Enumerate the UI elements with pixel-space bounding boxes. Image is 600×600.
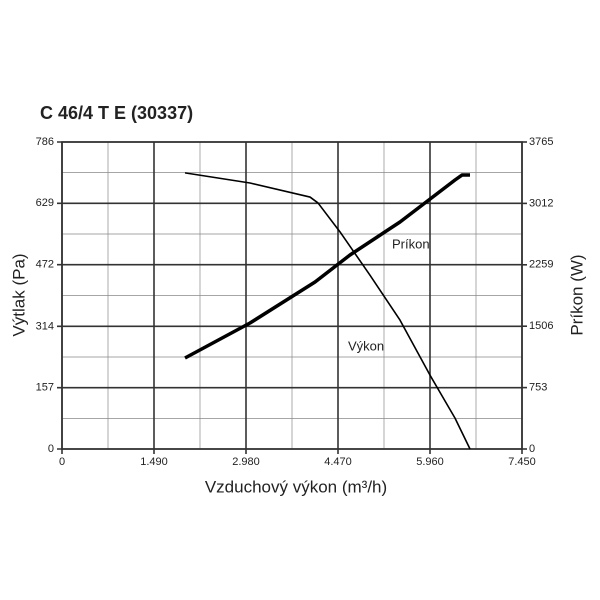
y-axis-label: Výtlak (Pa)	[9, 253, 28, 336]
y-tick-label: 786	[36, 136, 54, 148]
series-line	[184, 173, 471, 360]
x-tick-label: 0	[59, 456, 65, 468]
y2-axis-label: Príkon (W)	[567, 254, 586, 335]
chart-title: C 46/4 T E (30337)	[40, 103, 193, 123]
x-axis-label: Vzduchový výkon (m³/h)	[205, 477, 387, 496]
y-tick-label: 157	[36, 382, 54, 394]
series-label: Príkon	[392, 236, 430, 251]
series-label: Výkon	[348, 338, 384, 353]
x-tick-label: 2.980	[232, 456, 260, 468]
plot-frame	[61, 141, 523, 450]
x-tick-label: 1.490	[140, 456, 168, 468]
y2-tick-label: 753	[529, 382, 547, 394]
x-tick-label: 7.450	[508, 456, 536, 468]
y2-tick-label: 3765	[529, 136, 553, 148]
y2-tick-label: 1506	[529, 320, 553, 332]
y-tick-label: 629	[36, 197, 54, 209]
y2-tick-label: 3012	[529, 197, 553, 209]
y-tick-label: 314	[36, 320, 54, 332]
series-line	[184, 172, 471, 450]
y-tick-label: 472	[36, 259, 54, 271]
x-tick-label: 4.470	[324, 456, 352, 468]
y-tick-label: 0	[48, 443, 54, 455]
y2-tick-label: 2259	[529, 259, 553, 271]
y2-tick-label: 0	[529, 443, 535, 455]
x-tick-label: 5.960	[416, 456, 444, 468]
